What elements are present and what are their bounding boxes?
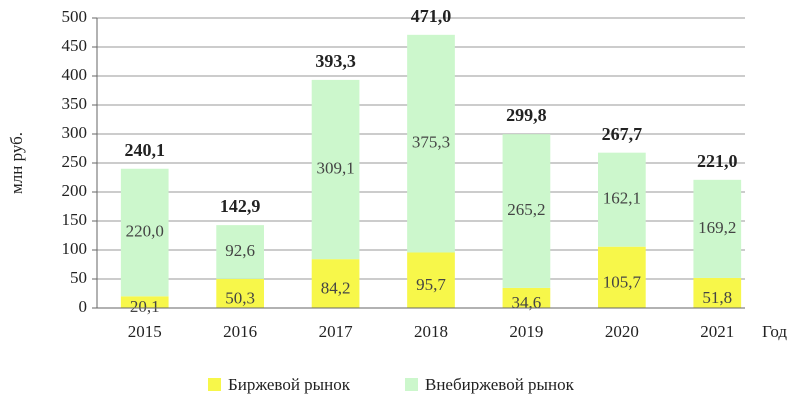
bar-segment <box>120 296 169 308</box>
segment-label: 34,6 <box>512 293 542 312</box>
segment-label: 105,7 <box>603 272 642 291</box>
segment-label: 50,3 <box>225 288 255 307</box>
bar-segment <box>407 34 455 253</box>
x-tick-label: 2017 <box>319 322 354 341</box>
bar-segment <box>216 225 264 279</box>
y-tick-label: 250 <box>62 152 88 171</box>
y-tick-label: 400 <box>62 65 88 84</box>
bar-segment <box>407 252 455 308</box>
bar-segment <box>311 79 360 260</box>
x-tick-label: 2019 <box>509 322 543 341</box>
x-tick-label: 2016 <box>223 322 257 341</box>
segment-label: 265,2 <box>507 200 545 219</box>
y-tick-label: 50 <box>70 268 87 287</box>
bar-segment <box>216 278 264 308</box>
y-tick-label: 300 <box>62 123 88 142</box>
segment-label: 84,2 <box>321 278 351 297</box>
bar-segment <box>693 179 742 278</box>
bar-segment <box>120 168 169 297</box>
x-tick-label: 2021 <box>700 322 734 341</box>
x-tick-label: 2018 <box>414 322 448 341</box>
segment-label: 20,1 <box>130 297 160 316</box>
total-label: 240,1 <box>124 140 165 160</box>
bar-segment <box>502 134 551 288</box>
y-tick-label: 500 <box>62 7 88 26</box>
legend-label: Внебиржевой рынок <box>425 375 575 394</box>
legend-label: Биржевой рынок <box>228 375 351 394</box>
bar-segment <box>502 287 551 308</box>
bar-segment <box>311 259 360 308</box>
y-tick-label: 150 <box>62 210 88 229</box>
segment-label: 375,3 <box>412 133 450 152</box>
total-label: 142,9 <box>220 196 261 216</box>
bar-segment <box>598 152 646 247</box>
total-label: 221,0 <box>697 151 738 171</box>
y-tick-label: 200 <box>62 181 88 200</box>
x-tick-label: 2015 <box>128 322 162 341</box>
bar-segment <box>598 246 646 308</box>
y-tick-label: 450 <box>62 36 88 55</box>
total-label: 267,7 <box>602 124 643 144</box>
segment-label: 95,7 <box>416 275 446 294</box>
y-tick-label: 0 <box>79 297 88 316</box>
legend-swatch <box>405 378 418 391</box>
segment-label: 169,2 <box>698 218 736 237</box>
y-axis-label: млн руб. <box>7 132 26 194</box>
segment-label: 220,0 <box>126 221 164 240</box>
segment-label: 92,6 <box>225 241 255 260</box>
total-label: 471,0 <box>411 6 452 26</box>
x-axis-label: Год <box>762 322 787 341</box>
bar-segment <box>693 277 742 308</box>
legend-swatch <box>208 378 221 391</box>
total-label: 299,8 <box>506 105 547 125</box>
y-tick-label: 350 <box>62 94 88 113</box>
segment-label: 309,1 <box>316 158 354 177</box>
segment-label: 162,1 <box>603 189 641 208</box>
y-tick-label: 100 <box>62 239 88 258</box>
x-tick-label: 2020 <box>605 322 639 341</box>
segment-label: 51,8 <box>702 288 732 307</box>
total-label: 393,3 <box>315 51 356 71</box>
